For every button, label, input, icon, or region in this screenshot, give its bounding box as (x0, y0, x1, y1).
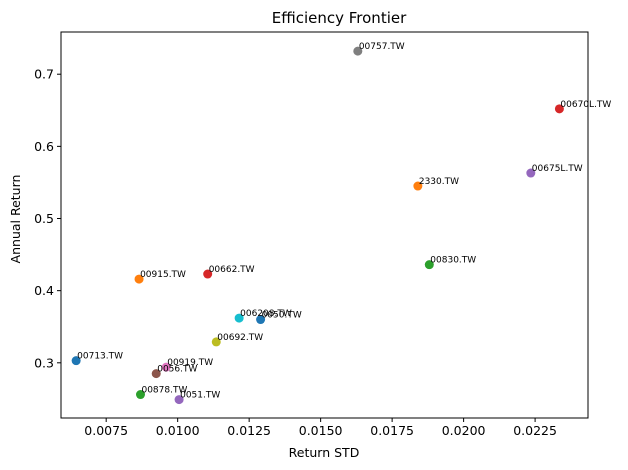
data-point-label: 00757.TW (359, 42, 405, 52)
data-point-label: 00878.TW (141, 386, 187, 396)
scatter-points (71, 46, 564, 405)
plot-frame (60, 31, 589, 419)
x-tick-label: 0.0225 (513, 423, 557, 438)
data-point (71, 356, 81, 366)
x-tick-label: 0.0175 (370, 423, 414, 438)
data-point-label: 0051.TW (180, 391, 220, 401)
chart-title: Efficiency Frontier (272, 9, 407, 27)
data-point-label: 00675L.TW (532, 164, 583, 174)
x-axis-ticks: 0.0075 0.0100 0.0125 0.0150 0.0175 0.0200 0.02… (84, 418, 557, 438)
data-point-label: 00713.TW (77, 352, 123, 362)
data-point (234, 313, 244, 323)
data-point-label: 00919.TW (167, 358, 213, 368)
x-axis-label: Return STD (289, 445, 360, 460)
y-tick-label: 0.5 (34, 211, 54, 226)
data-point (353, 46, 363, 56)
data-point-label: 0050.TW (262, 311, 302, 321)
data-point (424, 260, 434, 270)
data-point-label: 2330.TW (419, 177, 459, 187)
y-tick-label: 0.6 (34, 139, 54, 154)
data-point-label: 006208.TW (240, 309, 292, 319)
y-tick-label: 0.7 (34, 67, 54, 82)
data-point-label: 00830.TW (430, 256, 476, 266)
data-point (174, 395, 184, 405)
y-axis-ticks: 0.3 0.4 0.5 0.6 0.7 (34, 67, 61, 370)
data-point (526, 168, 536, 178)
data-point (554, 104, 564, 114)
data-point (211, 337, 221, 347)
x-tick-label: 0.0150 (299, 423, 343, 438)
data-point (161, 362, 171, 372)
y-tick-label: 0.4 (34, 283, 54, 298)
data-point-label: 00670L.TW (560, 100, 611, 110)
x-tick-label: 0.0100 (156, 423, 200, 438)
data-point (413, 181, 423, 191)
data-point-label: 00915.TW (140, 270, 186, 280)
x-tick-label: 0.0075 (84, 423, 128, 438)
point-labels: 00713.TW 00915.TW 00878.TW 00662.TW 0051.TW 0… (77, 42, 611, 400)
data-point (203, 269, 213, 279)
y-axis-label: Annual Return (8, 175, 23, 264)
data-point-label: 00662.TW (209, 265, 255, 275)
data-point (135, 390, 145, 400)
data-point-label: 0056.TW (157, 365, 197, 375)
x-tick-label: 0.0125 (227, 423, 271, 438)
x-tick-label: 0.0200 (442, 423, 486, 438)
data-point (151, 369, 161, 379)
data-point (134, 274, 144, 284)
data-point-label: 00692.TW (217, 333, 263, 343)
data-point (256, 315, 266, 325)
y-tick-label: 0.3 (34, 355, 54, 370)
